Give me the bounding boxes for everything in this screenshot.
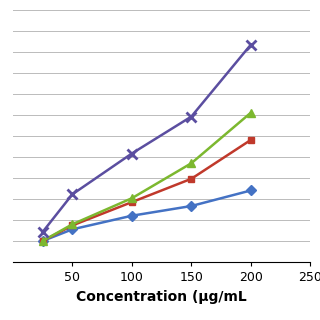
Series 3 (green triangle) — [249, 111, 253, 115]
Series 4 (purple x) — [130, 152, 134, 156]
Series 1 (blue diamond) — [189, 204, 193, 208]
Series 2 (red square) — [70, 224, 74, 228]
Series 4 (purple x) — [189, 115, 193, 118]
Series 2 (red square) — [189, 177, 193, 181]
Series 3 (green triangle) — [70, 222, 74, 226]
Series 3 (green triangle) — [189, 161, 193, 165]
Series 4 (purple x) — [70, 192, 74, 196]
Series 1 (blue diamond) — [41, 239, 44, 243]
Line: Series 1 (blue diamond): Series 1 (blue diamond) — [39, 187, 254, 244]
Line: Series 2 (red square): Series 2 (red square) — [39, 136, 254, 244]
X-axis label: Concentration (μg/mL: Concentration (μg/mL — [76, 290, 247, 304]
Series 3 (green triangle) — [130, 196, 134, 200]
Series 1 (blue diamond) — [70, 228, 74, 231]
Series 2 (red square) — [130, 200, 134, 204]
Series 4 (purple x) — [249, 43, 253, 46]
Line: Series 4 (purple x): Series 4 (purple x) — [38, 40, 256, 237]
Series 1 (blue diamond) — [249, 188, 253, 192]
Series 3 (green triangle) — [41, 239, 44, 243]
Series 2 (red square) — [249, 138, 253, 142]
Series 4 (purple x) — [41, 230, 44, 234]
Line: Series 3 (green triangle): Series 3 (green triangle) — [38, 108, 255, 245]
Series 1 (blue diamond) — [130, 214, 134, 218]
Series 2 (red square) — [41, 239, 44, 243]
